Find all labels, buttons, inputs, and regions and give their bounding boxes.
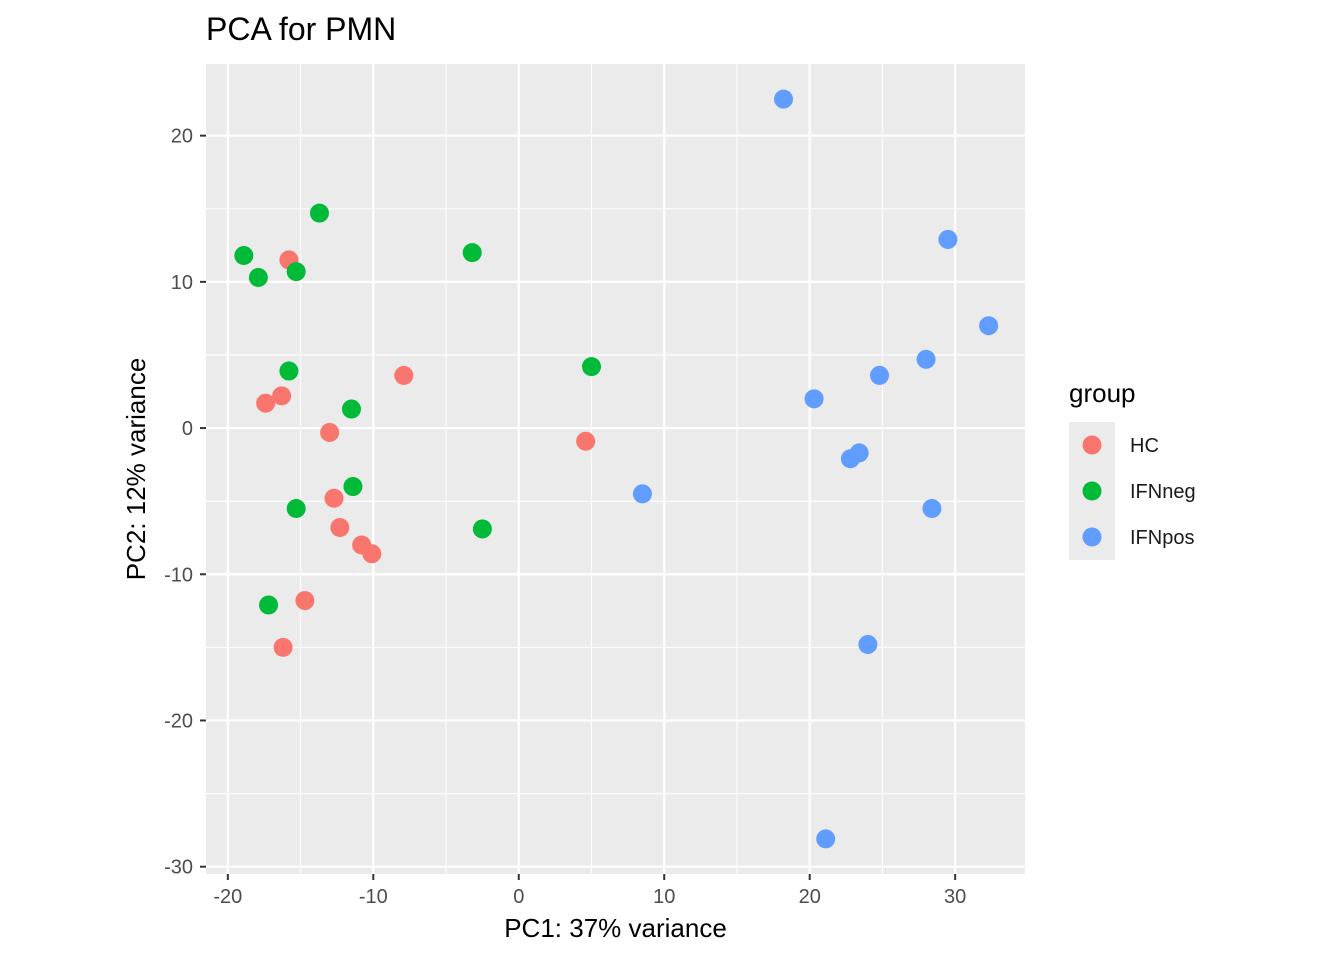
legend-item-ifnneg: IFNneg xyxy=(1069,468,1196,514)
legend-label: HC xyxy=(1130,435,1159,457)
legend: group HC IFNneg IFNpos xyxy=(1069,378,1196,560)
y-axis-title: PC2: 12% variance xyxy=(121,358,151,581)
y-tick-label: -20 xyxy=(164,710,193,732)
data-point-ifnpos xyxy=(774,89,794,109)
data-point-ifnpos xyxy=(858,634,878,654)
y-tick-label: -10 xyxy=(164,564,193,586)
data-point-ifnneg xyxy=(309,203,329,223)
data-point-ifnpos xyxy=(938,229,958,249)
legend-keys: HC IFNneg IFNpos xyxy=(1069,422,1196,560)
y-tick-label: -30 xyxy=(164,857,193,879)
series-ifnpos xyxy=(632,89,999,849)
series-hc xyxy=(256,250,596,657)
x-tick-label: 10 xyxy=(653,886,675,908)
data-point-ifnpos xyxy=(922,498,942,518)
data-point-ifnpos xyxy=(840,449,860,469)
minor-grid xyxy=(206,64,1025,874)
data-point-hc xyxy=(256,393,276,413)
data-point-ifnneg xyxy=(248,267,268,287)
legend-key-swatch xyxy=(1082,481,1102,501)
legend-item-ifnpos: IFNpos xyxy=(1069,514,1194,560)
legend-label: IFNneg xyxy=(1130,481,1196,503)
y-axis-ticks: -30 -20 -10 0 10 20 xyxy=(164,126,206,879)
y-tick-label: 0 xyxy=(182,418,193,440)
x-tick-label: -20 xyxy=(213,886,242,908)
chart-title: PCA for PMN xyxy=(206,11,396,47)
data-point-hc xyxy=(576,431,596,451)
legend-key-swatch xyxy=(1082,527,1102,547)
data-point-hc xyxy=(330,517,350,537)
data-point-ifnpos xyxy=(816,829,836,849)
series-ifnneg xyxy=(234,203,601,615)
data-point-hc xyxy=(324,488,344,508)
x-tick-label: -10 xyxy=(359,886,388,908)
data-point-hc xyxy=(394,365,414,385)
plot-panel xyxy=(206,64,1025,874)
data-point-ifnneg xyxy=(259,595,279,615)
data-point-ifnneg xyxy=(462,243,482,263)
data-point-ifnpos xyxy=(870,365,890,385)
data-point-ifnneg xyxy=(472,519,492,539)
data-points xyxy=(234,89,999,849)
data-point-hc xyxy=(362,544,382,564)
data-point-ifnpos xyxy=(916,349,936,369)
x-tick-label: 20 xyxy=(799,886,821,908)
data-point-ifnneg xyxy=(279,361,299,381)
data-point-ifnpos xyxy=(632,484,652,504)
data-point-hc xyxy=(272,386,292,406)
data-point-hc xyxy=(320,422,340,442)
y-tick-label: 20 xyxy=(171,126,193,148)
data-point-ifnpos xyxy=(804,389,824,409)
data-point-ifnneg xyxy=(286,498,306,518)
data-point-ifnneg xyxy=(581,357,601,377)
x-axis-title: PC1: 37% variance xyxy=(504,913,727,943)
legend-title: group xyxy=(1069,378,1136,408)
x-tick-label: 30 xyxy=(944,886,966,908)
data-point-hc xyxy=(273,637,293,657)
major-grid xyxy=(206,64,1025,874)
data-point-hc xyxy=(295,591,315,611)
x-axis-ticks: -20 -10 0 10 20 30 xyxy=(213,874,966,908)
legend-item-hc: HC xyxy=(1069,422,1159,468)
data-point-ifnneg xyxy=(234,246,254,266)
y-tick-label: 10 xyxy=(171,272,193,294)
data-point-ifnneg xyxy=(343,477,363,497)
legend-key-swatch xyxy=(1082,435,1102,455)
data-point-ifnpos xyxy=(979,316,999,336)
legend-label: IFNpos xyxy=(1130,527,1194,549)
x-tick-label: 0 xyxy=(513,886,524,908)
data-point-ifnneg xyxy=(286,262,306,282)
data-point-ifnneg xyxy=(341,399,361,419)
